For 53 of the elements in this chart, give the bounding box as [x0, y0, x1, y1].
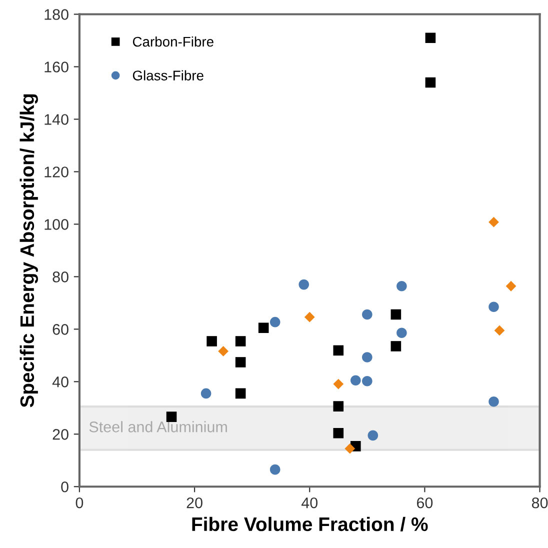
- x-axis-title: Fibre Volume Fraction / %: [192, 516, 428, 532]
- point: [344, 443, 356, 454]
- point: [333, 401, 344, 412]
- y-tick-label: 40: [52, 376, 68, 388]
- point: [488, 302, 499, 312]
- y-tick-label: 20: [52, 429, 68, 440]
- x-tick-label: 80: [532, 497, 548, 508]
- point: [258, 322, 269, 334]
- point: [396, 328, 407, 338]
- point: [206, 336, 217, 346]
- point: [506, 280, 516, 292]
- point: [218, 346, 229, 356]
- legend-label: Carbon-Fibre: [132, 36, 214, 47]
- point: [235, 357, 246, 368]
- point: [270, 464, 280, 475]
- point: [298, 279, 310, 290]
- point: [333, 378, 344, 390]
- point: [235, 336, 246, 346]
- x-tick-label: 0: [76, 497, 84, 508]
- point: [488, 396, 499, 407]
- point: [368, 430, 378, 441]
- point: [390, 309, 402, 320]
- y-axis-title: Specific Energy Absorption/ kJ/kg: [20, 94, 38, 408]
- point: [390, 341, 402, 352]
- y-tick-label: 80: [52, 272, 68, 282]
- y-tick-label: 120: [44, 166, 68, 178]
- band-label: Steel and Aluminium: [89, 421, 227, 432]
- point: [362, 376, 372, 386]
- point: [488, 216, 499, 228]
- point: [362, 309, 372, 320]
- y-tick-label: 160: [44, 62, 68, 72]
- point: [304, 312, 315, 322]
- point: [333, 428, 344, 438]
- y-tick-label: 140: [44, 114, 68, 125]
- point: [425, 32, 436, 44]
- point: [166, 412, 177, 422]
- point: [425, 77, 436, 88]
- y-tick-label: 100: [44, 219, 68, 230]
- x-tick-label: 20: [186, 497, 202, 508]
- point: [350, 375, 361, 386]
- point: [270, 316, 280, 328]
- legend-label: Glass-Fibre: [132, 70, 204, 80]
- y-tick-label: 60: [52, 324, 68, 335]
- point: [333, 345, 344, 356]
- point: [494, 325, 505, 336]
- point: [362, 352, 372, 362]
- x-tick-label: 40: [301, 497, 318, 508]
- point: [235, 388, 246, 399]
- x-tick-label: 60: [416, 497, 433, 508]
- y-tick-label: 180: [44, 9, 68, 20]
- point: [396, 280, 407, 292]
- point: [200, 388, 212, 399]
- y-tick-label: 0: [61, 481, 68, 492]
